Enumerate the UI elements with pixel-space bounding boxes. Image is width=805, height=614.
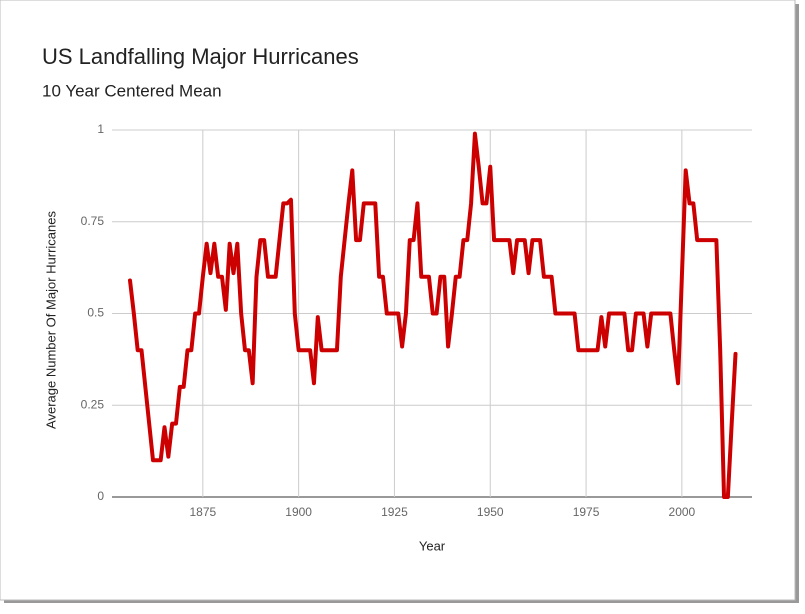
y-tick-label: 0.25 (81, 397, 105, 411)
x-tick-label: 1975 (573, 505, 600, 519)
y-tick-label: 1 (97, 122, 104, 136)
x-axis-label: Year (419, 538, 446, 553)
y-tick-label: 0.5 (87, 306, 104, 320)
x-tick-label: 1950 (477, 505, 504, 519)
chart-title: US Landfalling Major Hurricanes (42, 44, 359, 69)
x-tick-label: 1900 (285, 505, 312, 519)
y-tick-label: 0 (97, 489, 104, 503)
chart-subtitle: 10 Year Centered Mean (42, 81, 222, 100)
data-line (128, 131, 738, 499)
y-axis-label: Average Number Of Major Hurricanes (43, 211, 58, 429)
x-tick-label: 2000 (669, 505, 696, 519)
x-tick-label: 1875 (189, 505, 216, 519)
y-tick-label: 0.75 (81, 214, 105, 228)
x-tick-label: 1925 (381, 505, 408, 519)
